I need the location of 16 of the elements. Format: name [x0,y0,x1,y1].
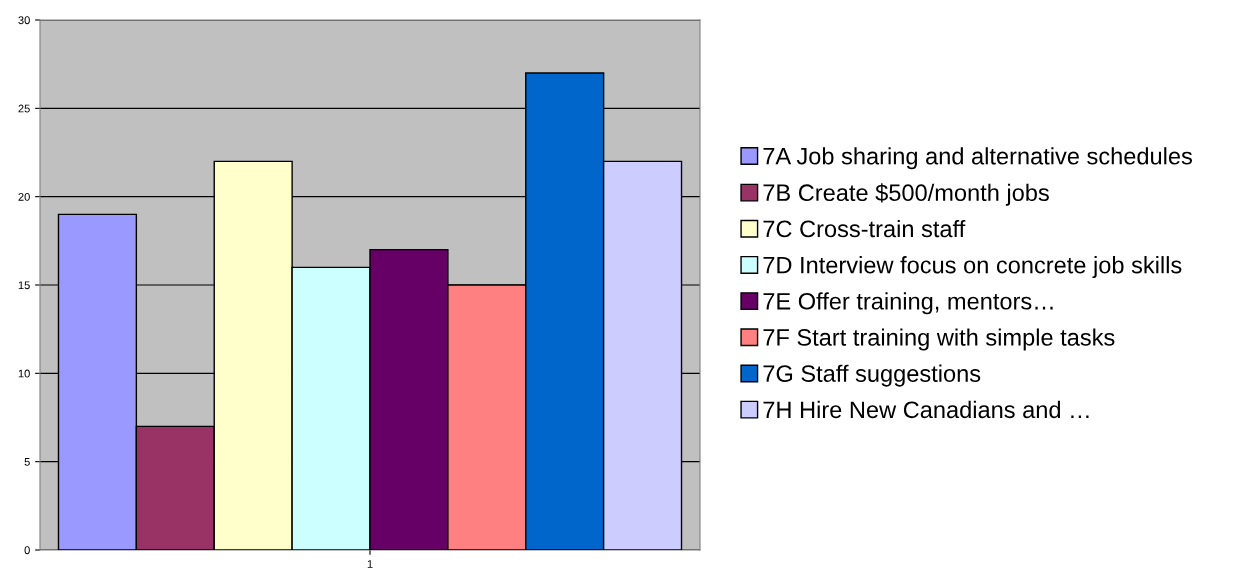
y-tick-label: 0 [24,546,30,555]
legend-label: 7B Create $500/month jobs [763,183,1049,206]
y-tick-label: 15 [18,281,30,290]
legend-label: 7A Job sharing and alternative schedules [763,147,1192,170]
y-tick-label: 20 [18,192,30,201]
y-tick-label: 25 [18,104,30,113]
legend-label: 7D Interview focus on concrete job skills [763,256,1182,279]
y-tick-label: 10 [18,369,30,378]
legend-label: 7F Start training with simple tasks [763,328,1115,351]
legend-label: 7H Hire New Canadians and … [763,400,1089,419]
legend-label: 7E Offer training, mentors… [763,292,1053,315]
y-tick-label: 5 [24,458,30,466]
y-tick-label: 30 [18,16,30,25]
legend-label: 7G Staff suggestions [763,364,981,387]
x-tick-label: 1 [367,560,373,568]
legend-label: 7C Cross-train staff [763,219,966,238]
